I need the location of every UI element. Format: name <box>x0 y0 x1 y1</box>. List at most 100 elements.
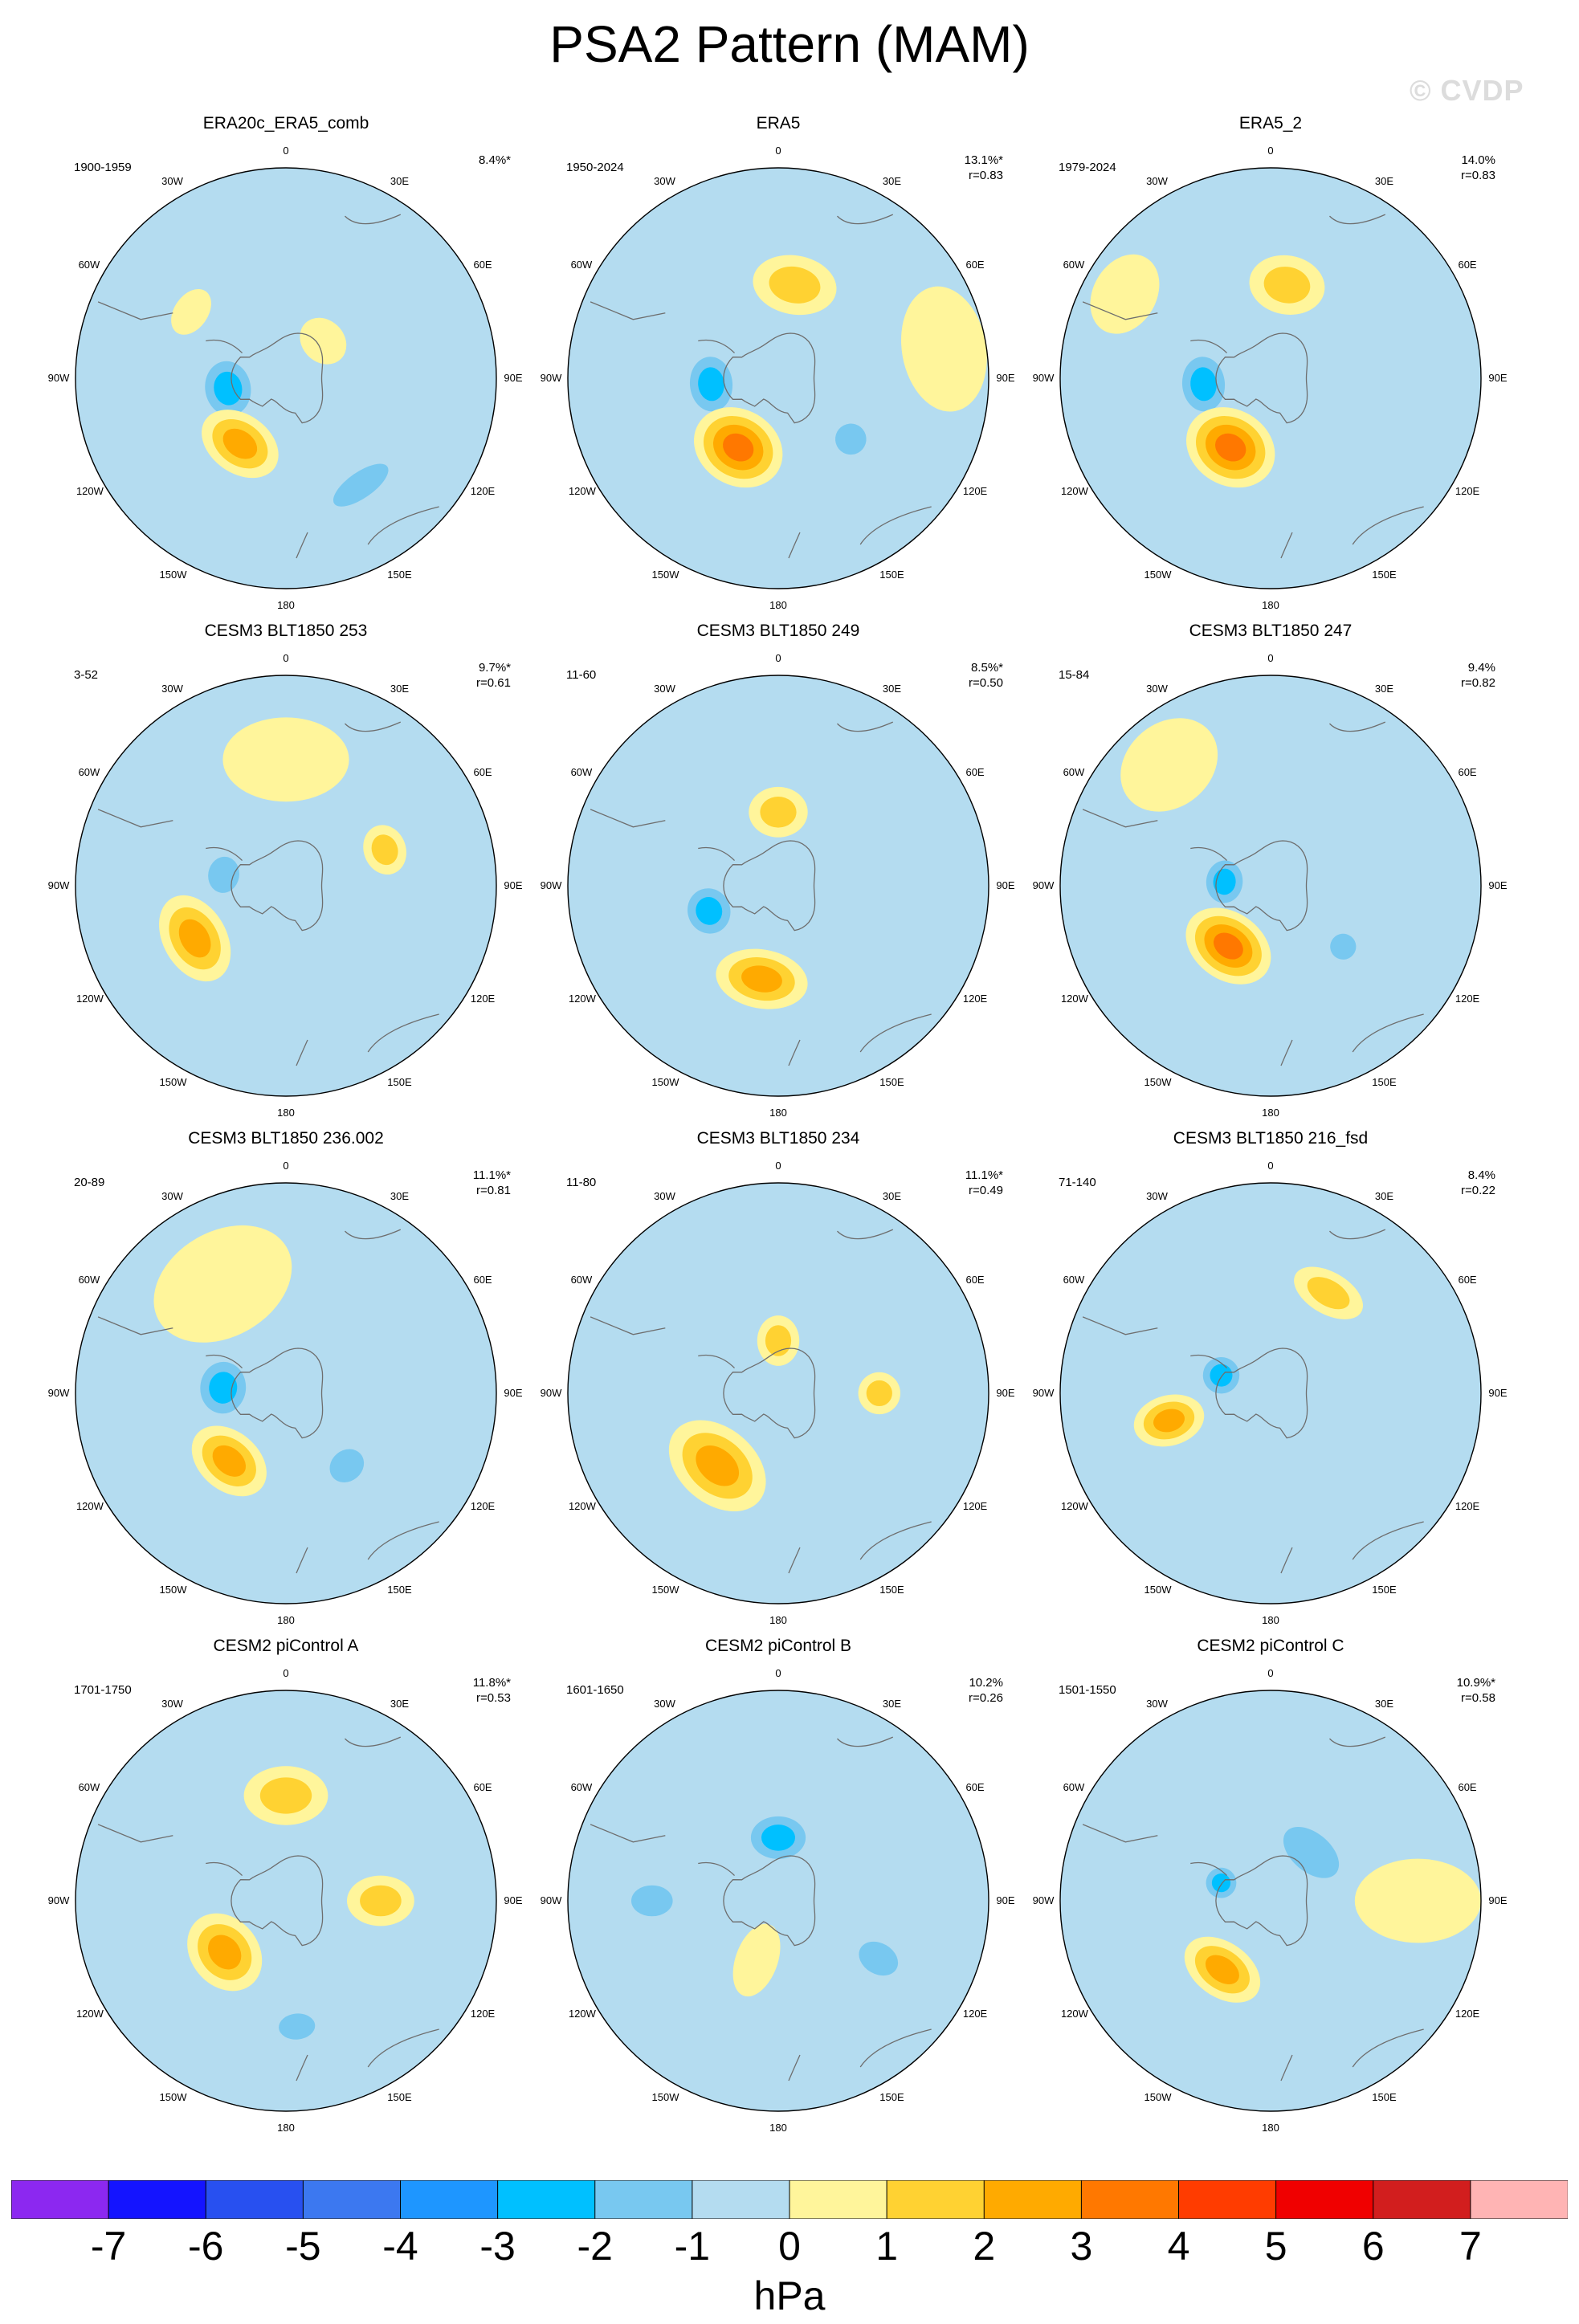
longitude-label: 30E <box>1374 174 1394 187</box>
colorbar-swatch <box>400 2180 499 2219</box>
longitude-label: 120E <box>470 485 496 498</box>
positive-anomaly-contour <box>732 1923 781 1997</box>
longitude-label: 120E <box>1455 2008 1480 2020</box>
background-field <box>75 168 496 589</box>
negative-anomaly-contour <box>1190 367 1217 402</box>
colorbar-swatch <box>497 2180 596 2219</box>
longitude-label: 30W <box>654 1697 675 1710</box>
longitude-label: 60W <box>78 1273 100 1286</box>
longitude-label: 150W <box>1144 1584 1172 1596</box>
longitude-label: 30W <box>1146 174 1168 187</box>
negative-anomaly-contour <box>1211 1873 1231 1893</box>
positive-anomaly-contour <box>1205 1955 1239 1984</box>
colorbar-swatch <box>1373 2180 1471 2219</box>
longitude-label: 90W <box>540 1894 562 1906</box>
explained-variance: 9.7%* <box>478 661 511 675</box>
panel-period: 1501-1550 <box>1059 1683 1116 1697</box>
longitude-label: 0 <box>1267 145 1274 157</box>
longitude-label: 60W <box>570 1273 593 1286</box>
negative-anomaly-contour <box>333 463 389 507</box>
longitude-label: 90E <box>996 879 1015 891</box>
colorbar-swatch <box>886 2180 985 2219</box>
longitude-label: 30E <box>1374 682 1394 695</box>
polar-map <box>1059 1690 1482 2112</box>
longitude-label: 90E <box>504 1894 523 1906</box>
longitude-label: 120E <box>470 1500 496 1513</box>
longitude-label: 0 <box>283 1160 289 1172</box>
longitude-label: 120W <box>1060 1500 1088 1513</box>
longitude-label: 90E <box>1488 1387 1508 1399</box>
colorbar-tick-label: -7 <box>90 2224 127 2269</box>
pattern-correlation: r=0.58 <box>1461 1691 1495 1705</box>
longitude-label: 150W <box>651 1584 679 1596</box>
background-field <box>568 1183 989 1604</box>
panel-period: 3-52 <box>74 668 99 682</box>
map-panel: CESM3 BLT1850 249 11-60 8.5%* r=0.50 0 30E 60E… <box>529 618 1027 1126</box>
colorbar-swatch <box>1178 2180 1277 2219</box>
longitude-label: 90W <box>1032 372 1055 384</box>
longitude-label: 0 <box>775 1667 781 1680</box>
longitude-label: 150W <box>1144 1076 1172 1089</box>
longitude-label: 60E <box>473 765 492 778</box>
longitude-label: 120E <box>962 993 988 1005</box>
positive-anomaly-contour <box>1263 267 1311 304</box>
coastlines <box>97 214 439 559</box>
longitude-label: 30E <box>1374 1189 1394 1202</box>
map-panel: CESM3 BLT1850 216_fsd 71-140 8.4% r=0.22 0 30… <box>1022 1126 1520 1633</box>
map-boundary <box>1059 167 1482 589</box>
panel-period: 11-60 <box>566 668 597 682</box>
longitude-label: 0 <box>1267 652 1274 665</box>
longitude-label: 150E <box>879 569 904 581</box>
longitude-label: 30W <box>161 682 183 695</box>
positive-anomaly-contour <box>760 797 797 828</box>
panel-stats: 11.8%* r=0.53 <box>473 1675 511 1706</box>
polar-map <box>1059 675 1482 1097</box>
longitude-label: 120E <box>470 993 496 1005</box>
panel-stats: 8.4%* <box>479 153 511 168</box>
colorbar-tick-label: -1 <box>674 2224 711 2269</box>
longitude-label: 120W <box>75 993 104 1005</box>
panel-stats: 11.1%* r=0.81 <box>473 1168 511 1198</box>
longitude-label: 180 <box>277 1613 295 1626</box>
panel-period: 71-140 <box>1059 1176 1096 1189</box>
positive-anomaly-contour <box>360 1885 402 1917</box>
negative-anomaly-contour <box>329 1449 365 1483</box>
colorbar-swatch <box>789 2180 887 2219</box>
background-field <box>1060 1690 1481 2111</box>
longitude-label: 90E <box>1488 1894 1508 1906</box>
longitude-label: 30E <box>882 682 902 695</box>
map-panel: CESM2 piControl A 1701-1750 11.8%* r=0.53 0 3… <box>37 1633 535 2141</box>
positive-anomaly-contour <box>1215 433 1246 462</box>
panel-stats: 13.1%* r=0.83 <box>965 153 1003 183</box>
longitude-label: 0 <box>283 652 289 665</box>
colorbar-units: hPa <box>753 2273 826 2318</box>
longitude-label: 30W <box>1146 1189 1168 1202</box>
longitude-label: 60E <box>1458 765 1477 778</box>
colorbar-swatch <box>302 2180 402 2219</box>
longitude-label: 120E <box>1455 1500 1480 1513</box>
longitude-label: 120E <box>962 1500 988 1513</box>
map-boundary <box>75 1690 497 2112</box>
negative-anomaly-contour <box>821 827 863 870</box>
background-field <box>568 1690 989 2111</box>
map-panel: CESM2 piControl B 1601-1650 10.2% r=0.26 0 30… <box>529 1633 1027 2141</box>
longitude-label: 120W <box>75 485 104 498</box>
map-boundary <box>75 167 497 589</box>
colorbar-tick-label: 2 <box>973 2224 996 2269</box>
longitude-label: 90W <box>1032 1387 1055 1399</box>
explained-variance: 11.1%* <box>472 1168 511 1182</box>
longitude-label: 180 <box>769 1613 787 1626</box>
longitude-label: 60E <box>1458 1273 1477 1286</box>
negative-anomaly-contour <box>1213 868 1236 895</box>
longitude-label: 120W <box>568 993 596 1005</box>
panel-title: CESM3 BLT1850 253 <box>204 622 368 640</box>
longitude-label: 150W <box>159 569 187 581</box>
negative-anomaly-contour <box>279 2013 316 2040</box>
longitude-label: 60W <box>570 1780 593 1793</box>
longitude-label: 150E <box>1372 1584 1397 1596</box>
longitude-label: 150E <box>387 1076 412 1089</box>
coastlines <box>97 1229 439 1574</box>
explained-variance: 11.1%* <box>965 1168 1003 1182</box>
polar-map <box>567 675 989 1097</box>
panel-stats: 9.7%* r=0.61 <box>476 660 511 691</box>
